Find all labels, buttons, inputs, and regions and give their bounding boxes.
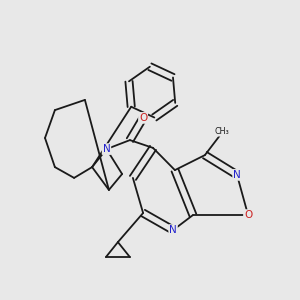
Text: O: O [139,113,147,123]
Text: CH₃: CH₃ [214,127,229,136]
Text: N: N [169,225,177,235]
Text: N: N [103,144,110,154]
Text: O: O [244,210,252,220]
Text: N: N [233,170,241,180]
